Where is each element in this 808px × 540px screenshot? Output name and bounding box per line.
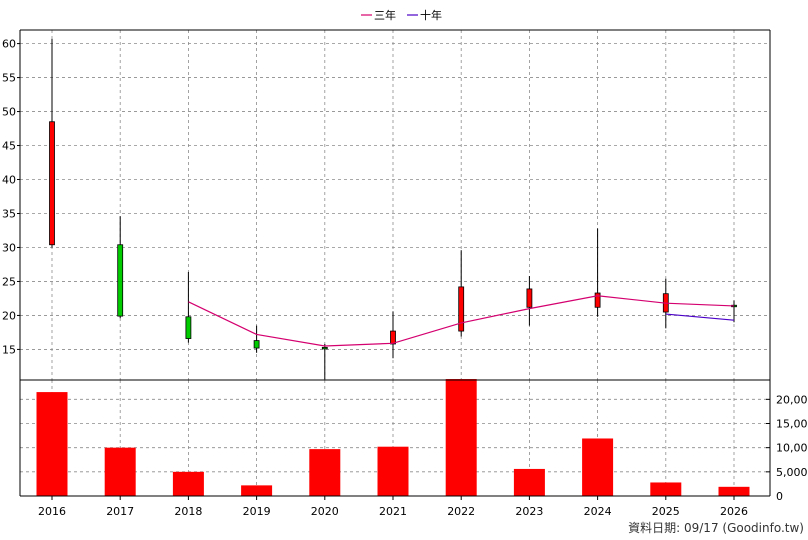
candle-body-2024: [594, 292, 601, 308]
price-tick-label: 30: [2, 241, 16, 254]
volume-bar-2017: [104, 447, 136, 496]
x-tick-label: 2022: [447, 505, 475, 518]
candle-body-2019: [253, 340, 260, 349]
x-tick-label: 2023: [515, 505, 543, 518]
candle-body-2022: [458, 286, 465, 332]
price-tick-label: 50: [2, 106, 16, 119]
candle-body-2021: [390, 330, 396, 345]
price-tick-label: 25: [2, 275, 16, 288]
chart-frame: [19, 29, 771, 497]
volume-axis-ticks: 0 5,000 10,000 15,000 20,000: [766, 393, 808, 503]
volume-bar-2020: [309, 449, 341, 496]
volume-bar-2024: [582, 438, 614, 496]
price-tick-label: 15: [2, 343, 16, 356]
volume-bar-2021: [377, 446, 409, 496]
volume-bar-2016: [36, 392, 68, 496]
ma-line-10y: [665, 313, 735, 321]
volume-bar-2025: [650, 482, 682, 496]
volume-tick-label: 0: [776, 490, 783, 503]
candle-body-2023: [526, 288, 533, 308]
candles: [49, 38, 737, 380]
legend-label-3y: 三年: [374, 8, 396, 22]
x-tick-label: 2016: [38, 505, 66, 518]
legend: 三年 十年: [361, 8, 442, 22]
volume-bar-2023: [513, 468, 545, 496]
price-tick-label: 20: [2, 309, 16, 322]
price-grid: [20, 30, 770, 380]
volume-bar-2022: [445, 379, 477, 496]
x-tick-label: 2017: [106, 505, 134, 518]
x-tick-label: 2025: [652, 505, 680, 518]
candle-body-2020: [321, 346, 328, 350]
ma-line-3y: [188, 295, 735, 347]
footer-source: 資料日期: 09/17 (Goodinfo.tw): [628, 521, 804, 535]
volume-bars: [36, 379, 750, 496]
price-tick-label: 35: [2, 207, 16, 220]
volume-tick-label: 5,000: [776, 466, 808, 479]
price-tick-label: 40: [2, 174, 16, 187]
x-tick-label: 2021: [379, 505, 407, 518]
candle-body-2018: [185, 316, 192, 339]
candle-body-2016: [49, 121, 55, 246]
x-tick-label: 2020: [311, 505, 339, 518]
volume-bar-2019: [241, 485, 273, 496]
price-axis-ticks: 15 20 25 30 35 40 45 50 55 60: [2, 38, 20, 356]
price-tick-label: 55: [2, 72, 16, 85]
x-tick-label: 2026: [720, 505, 748, 518]
x-tick-label: 2019: [243, 505, 271, 518]
volume-tick-label: 20,000: [776, 393, 808, 406]
price-tick-label: 60: [2, 38, 16, 51]
moving-average-lines: [188, 295, 735, 347]
x-tick-label: 2024: [584, 505, 612, 518]
volume-tick-label: 10,000: [776, 442, 808, 455]
volume-bar-2026: [718, 486, 750, 496]
x-axis-ticks: 2016 2017 2018 2019 2020 2021 2022 2023 2024 2025…: [38, 496, 748, 518]
price-tick-label: 45: [2, 140, 16, 153]
candle-body-2017: [117, 244, 124, 317]
volume-bar-2018: [172, 471, 204, 496]
volume-tick-label: 15,000: [776, 418, 808, 431]
legend-label-10y: 十年: [420, 8, 442, 22]
x-tick-label: 2018: [174, 505, 202, 518]
